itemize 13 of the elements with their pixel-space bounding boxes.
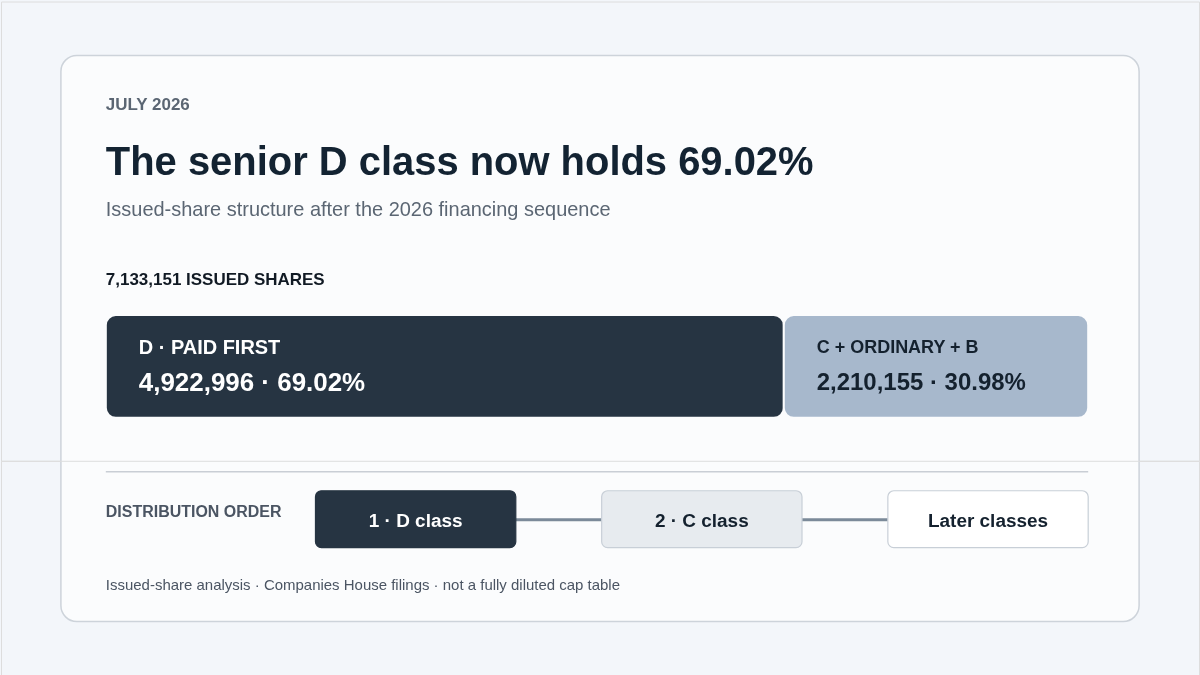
text: JULY 2026 (105, 95, 190, 115)
data-label: 2,210,155 · 30.98% (816, 367, 1026, 395)
chart-title: The senior D class now holds 69.02% (105, 139, 814, 184)
series-label: C + ORDINARY + B (816, 336, 979, 357)
total-label: 7,133,151 ISSUED SHARES (105, 270, 325, 290)
chart-subtitle: Issued-share structure after the 2026 financing sequence (105, 198, 611, 221)
series-label: D · PAID FIRST (138, 335, 281, 358)
data-label: 4,922,996 · 69.02% (138, 367, 366, 396)
text: DISTRIBUTION ORDER (105, 502, 282, 520)
category-label: 1 · D class (368, 509, 463, 531)
category-label: 2 · C class (654, 509, 749, 531)
category-label: Later classes (927, 509, 1049, 531)
text: Issued-share analysis · Companies House filings · not a fully diluted cap table (105, 575, 621, 593)
